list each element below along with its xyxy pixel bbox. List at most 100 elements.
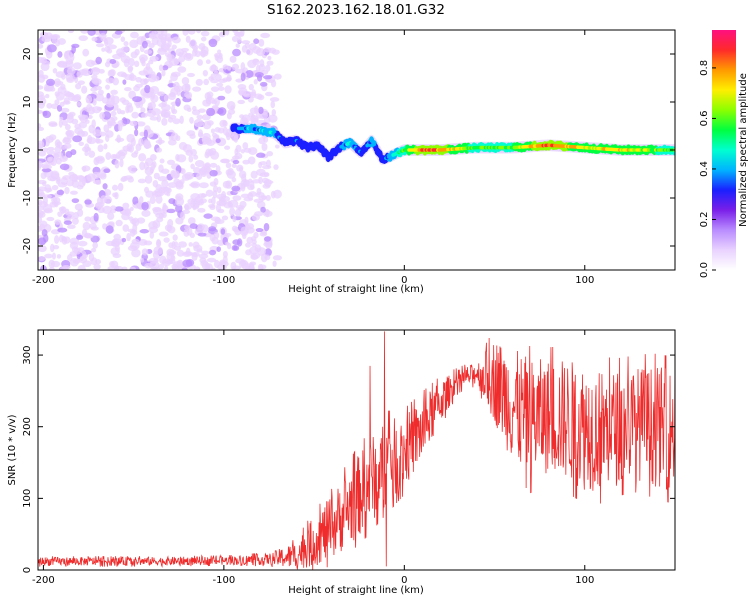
noise-blob [77,240,88,247]
noise-blob [194,50,201,58]
noise-blob [201,250,210,255]
noise-blob [188,155,194,163]
noise-blob [231,265,242,270]
noise-blob [64,123,71,131]
noise-blob [82,221,91,231]
noise-blob [158,136,163,146]
noise-blob [152,206,162,212]
noise-blob [84,199,92,205]
snr-y-tick-label: 300 [22,346,33,365]
noise-blob [222,64,229,70]
noise-blob [185,149,193,156]
noise-blob [269,97,280,102]
spectrogram-y-tick-label: 0 [22,147,33,153]
noise-blob [144,84,151,94]
noise-blob [163,94,169,102]
noise-blob [193,166,201,174]
noise-blob [170,132,179,142]
noise-blob [44,184,52,193]
noise-blob [197,132,203,138]
noise-blob [161,69,166,77]
noise-blob [238,206,244,212]
noise-blob [97,89,104,96]
noise-blob [72,62,82,70]
noise-blob [241,40,251,45]
noise-blob [179,115,184,125]
noise-blob [265,194,271,202]
noise-blob [38,186,48,192]
noise-blob [254,71,264,78]
noise-blob [235,258,245,264]
noise-blob [104,61,111,68]
noise-blob [46,156,53,162]
noise-blob [192,241,200,249]
noise-blob [67,30,75,34]
noise-blob [65,60,74,70]
noise-blob [114,244,121,252]
noise-blob [82,166,87,173]
noise-blob [133,60,140,68]
noise-blob [106,120,117,127]
noise-blob [121,212,130,221]
noise-blob [54,219,62,225]
noise-blob [149,85,160,95]
noise-blob [175,97,181,107]
noise-blob [56,61,66,68]
noise-blob [167,182,178,189]
noise-blob [187,30,196,35]
spectrogram-x-tick-label: -200 [32,275,55,286]
noise-blob [140,112,148,118]
noise-blob [57,51,63,58]
noise-blob [91,119,96,129]
noise-blob [182,209,191,215]
noise-blob [38,56,45,64]
noise-blob [195,78,203,86]
colorbar-tick-label: 0.8 [699,60,710,76]
noise-blob [245,70,254,78]
noise-blob [272,255,283,261]
spectrogram-x-tick-label: 0 [401,275,407,286]
noise-blob [171,44,177,50]
noise-blob [83,174,92,184]
noise-blob [204,263,210,270]
noise-blob [248,262,255,270]
noise-blob [167,225,176,234]
noise-blob [201,224,209,233]
noise-blob [206,139,216,147]
noise-blob [253,38,260,45]
noise-blob [63,220,72,225]
noise-blob [259,231,268,237]
noise-blob [157,33,168,40]
noise-blob [138,54,148,62]
noise-blob [48,122,58,127]
noise-blob [84,150,89,157]
noise-blob [222,180,231,189]
noise-blob [41,35,52,43]
noise-blob [121,266,128,270]
noise-blob [60,107,70,113]
noise-blob [226,170,236,179]
noise-blob [169,92,176,98]
noise-blob [91,106,102,114]
noise-blob [81,70,91,77]
noise-blob [117,149,128,157]
noise-blob [99,112,105,120]
noise-blob [122,79,127,85]
noise-blob [129,39,139,49]
noise-blob [213,178,219,186]
noise-blob [185,258,195,267]
noise-blob [170,71,181,78]
noise-blob [98,68,105,74]
noise-blob [138,70,149,76]
noise-blob [177,66,187,73]
noise-blob [265,159,271,168]
noise-blob [66,67,76,75]
noise-blob [177,51,184,58]
noise-blob [261,142,268,152]
noise-blob [257,94,265,101]
noise-blob [260,32,271,39]
noise-blob [250,242,257,247]
noise-blob [69,241,79,250]
noise-blob [141,201,149,211]
noise-blob [184,91,193,98]
